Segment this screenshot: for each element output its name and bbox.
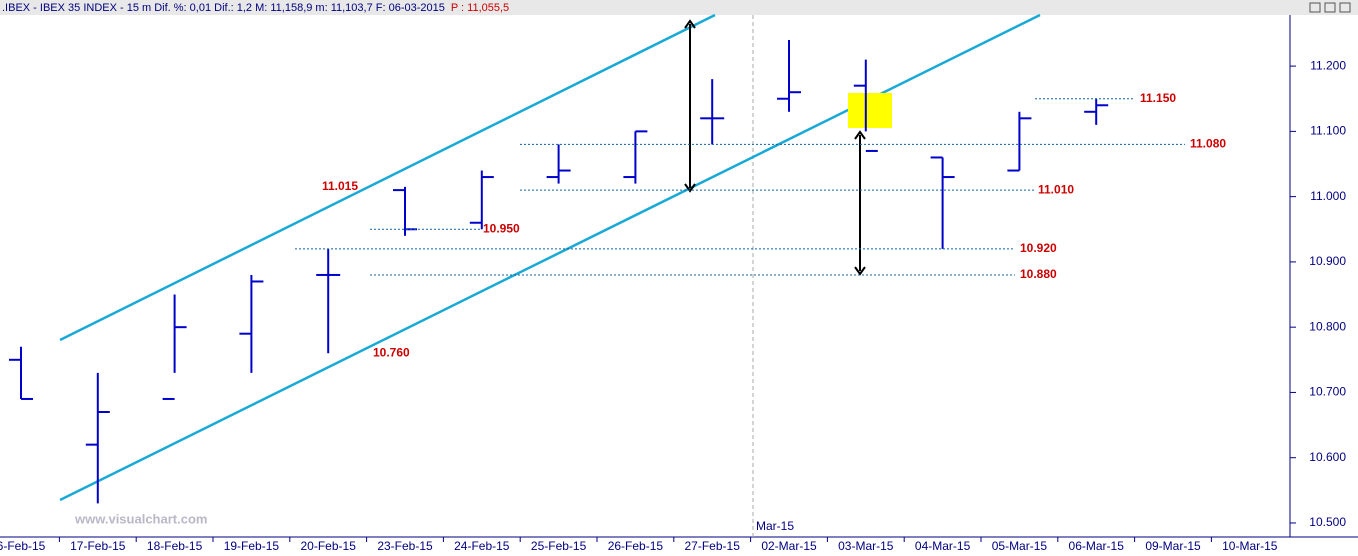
window-buttons[interactable] xyxy=(1309,2,1351,13)
level-label: 11.015 xyxy=(322,179,358,193)
channel-upper xyxy=(59,13,716,342)
header-text: .IBEX - IBEX 35 INDEX - 15 m Dif. %: 0,0… xyxy=(2,2,509,14)
y-tick-label: 10.900 xyxy=(1309,254,1346,268)
x-tick-label: 17-Feb-15 xyxy=(70,539,126,553)
x-tick-label: 19-Feb-15 xyxy=(224,539,280,553)
marks xyxy=(9,39,1109,504)
watermark: www.visualchart.com xyxy=(74,511,207,526)
x-tick-label: 27-Feb-15 xyxy=(685,539,741,553)
arrows xyxy=(684,19,866,276)
level-label: 11.150 xyxy=(1140,91,1176,105)
x-tick-label: 23-Feb-15 xyxy=(377,539,433,553)
y-tick-label: 10.800 xyxy=(1309,319,1346,333)
header-bar xyxy=(0,0,1358,15)
level-label: 10.880 xyxy=(1020,267,1057,281)
x-tick-label: 05-Mar-15 xyxy=(992,539,1048,553)
level-label: 11.010 xyxy=(1038,182,1074,196)
level-label: 11.080 xyxy=(1190,137,1226,151)
header-price: P : 11,055,5 xyxy=(451,2,509,14)
x-tick-label: 26-Feb-15 xyxy=(608,539,664,553)
arrow-heads xyxy=(854,130,866,276)
x-tick-label: 25-Feb-15 xyxy=(531,539,587,553)
y-tick-label: 10.700 xyxy=(1309,385,1346,399)
close-button[interactable] xyxy=(1339,2,1351,13)
x-tick-label: 20-Feb-15 xyxy=(301,539,357,553)
x-tick-label: 10-Mar-15 xyxy=(1222,539,1278,553)
level-label: 10.920 xyxy=(1020,241,1057,255)
x-tick-label: 24-Feb-15 xyxy=(454,539,510,553)
x-tick-label: 09-Mar-15 xyxy=(1145,539,1201,553)
month-label: Mar-15 xyxy=(756,519,794,533)
maximize-button[interactable] xyxy=(1324,2,1336,13)
arrow-heads xyxy=(684,19,696,193)
x-tick-label: 06-Mar-15 xyxy=(1069,539,1125,553)
highlight-box xyxy=(848,93,892,128)
y-tick-label: 11.200 xyxy=(1310,58,1346,72)
y-tick-label: 11.100 xyxy=(1310,124,1346,138)
x-tick-label: 6-Feb-15 xyxy=(0,539,46,553)
header-info: .IBEX - IBEX 35 INDEX - 15 m Dif. %: 0,0… xyxy=(2,2,445,14)
level-label: 10.760 xyxy=(373,345,410,359)
x-tick-label: 03-Mar-15 xyxy=(838,539,894,553)
y-tick-label: 10.600 xyxy=(1309,450,1346,464)
x-tick-label: 04-Mar-15 xyxy=(915,539,971,553)
minimize-button[interactable] xyxy=(1309,2,1321,13)
y-tick-label: 10.500 xyxy=(1309,515,1346,529)
level-label: 10.950 xyxy=(483,221,520,235)
x-tick-label: 02-Mar-15 xyxy=(761,539,817,553)
x-tick-label: 18-Feb-15 xyxy=(147,539,203,553)
y-tick-label: 11.000 xyxy=(1310,189,1346,203)
